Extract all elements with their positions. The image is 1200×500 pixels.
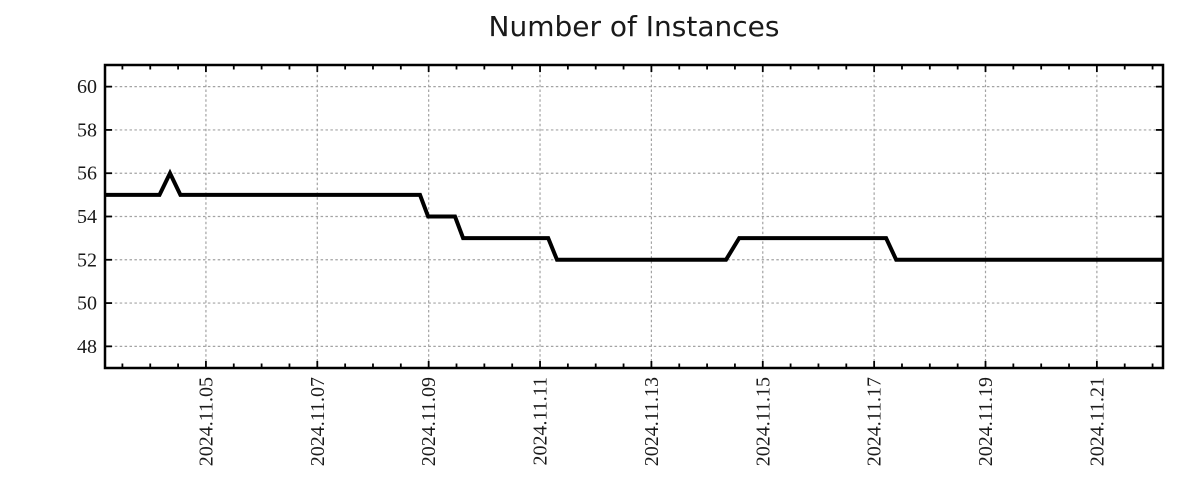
chart-title: Number of Instances [488, 10, 780, 43]
x-tick-label: 2024.11.21 [1086, 377, 1108, 466]
x-tick-label: 2024.11.09 [418, 377, 440, 466]
x-tick-label: 2024.11.15 [752, 377, 774, 466]
x-tick-label: 2024.11.07 [307, 377, 329, 466]
x-tick-label: 2024.11.05 [195, 377, 217, 466]
y-tick-label: 58 [77, 119, 97, 141]
x-tick-label: 2024.11.13 [641, 377, 663, 466]
x-tick-label: 2024.11.11 [530, 377, 552, 466]
y-tick-label: 54 [77, 206, 97, 228]
x-tick-label: 2024.11.17 [864, 377, 886, 466]
x-tick-label: 2024.11.19 [975, 377, 997, 466]
y-tick-label: 48 [77, 336, 97, 358]
y-tick-label: 52 [77, 249, 97, 271]
y-tick-label: 50 [77, 293, 97, 315]
y-tick-label: 56 [77, 163, 97, 185]
y-tick-label: 60 [77, 76, 97, 98]
series-line [105, 168, 1163, 262]
